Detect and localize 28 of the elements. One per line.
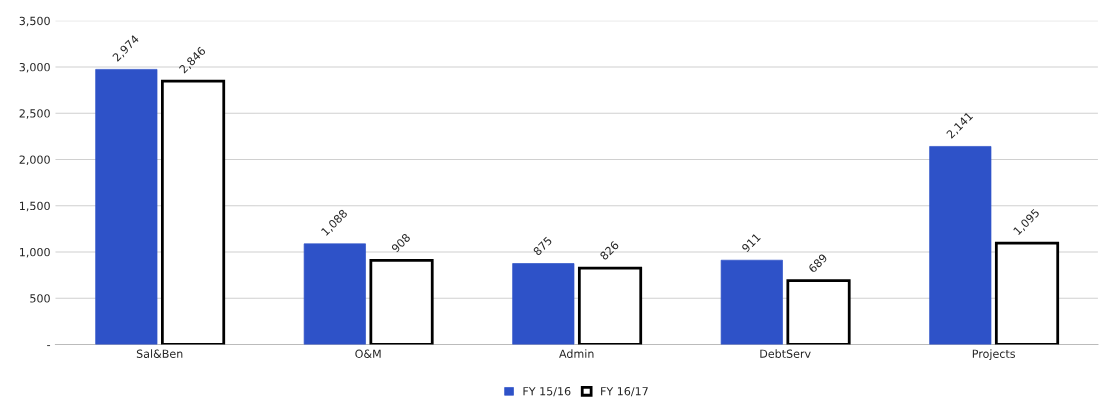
x-tick-label: DebtServ [760, 349, 811, 358]
y-tick-label: 500 [30, 294, 50, 303]
legend-label: FY 16/17 [601, 387, 648, 397]
y-tick-label: 2,500 [19, 109, 50, 119]
legend-label: FY 15/16 [523, 387, 571, 397]
y-tick-label: 3,000 [19, 62, 50, 73]
data-label: 908 [390, 233, 411, 253]
bar [512, 263, 575, 345]
x-tick-label: Projects [972, 349, 1016, 361]
data-label: 911 [741, 232, 761, 253]
bar [369, 259, 434, 345]
bar [994, 241, 1060, 345]
data-label: 689 [807, 253, 828, 274]
y-tick-label: 3,500 [19, 16, 50, 27]
bar [303, 243, 366, 345]
y-tick-label: 1,500 [20, 201, 50, 212]
bar [95, 69, 158, 345]
y-tick-label: - [47, 345, 51, 347]
bar [720, 259, 783, 345]
y-tick-label: 2,000 [19, 155, 50, 165]
bar [160, 79, 226, 345]
data-label: 875 [532, 236, 553, 256]
x-tick-label: Sal&Ben [136, 349, 183, 358]
x-tick-label: Admin [559, 349, 594, 358]
x-tick-label: O&M [355, 349, 381, 358]
y-tick-label: 1,000 [20, 247, 50, 258]
bar [786, 279, 851, 345]
bar [577, 266, 643, 345]
